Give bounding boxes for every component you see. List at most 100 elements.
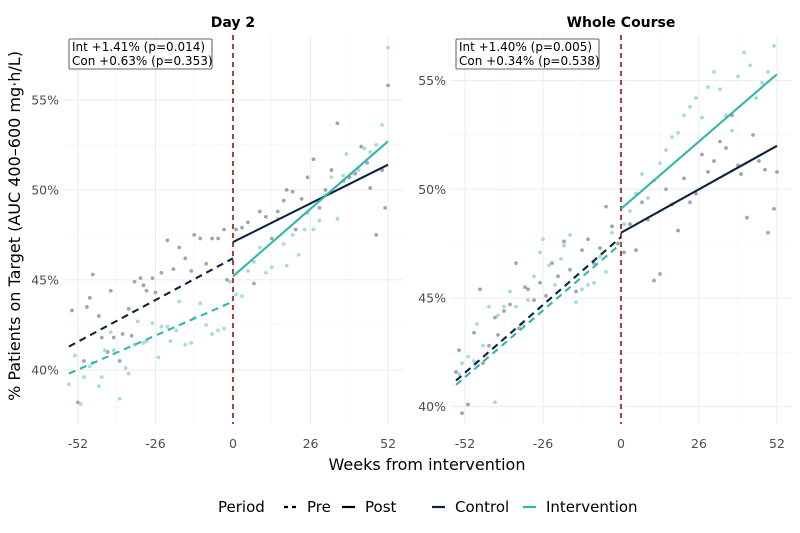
intervention-point — [658, 161, 662, 166]
control-point — [652, 278, 656, 283]
panel-title: Whole Course — [567, 15, 676, 31]
intervention-point — [496, 313, 500, 318]
intervention-pre-trend-line — [455, 242, 622, 386]
control-point — [81, 359, 86, 363]
control-point — [210, 236, 215, 241]
control-pre-trend-line — [455, 236, 622, 382]
control-point — [700, 152, 704, 157]
control-point — [365, 160, 370, 165]
intervention-point — [111, 348, 116, 353]
stats-annotation-line: Con +0.63% (p=0.353) — [72, 54, 213, 68]
intervention-point — [204, 323, 209, 327]
stats-annotation-box — [68, 38, 213, 70]
control-point — [299, 196, 304, 201]
intervention-point — [102, 348, 107, 353]
control-point — [138, 276, 143, 281]
intervention-point — [712, 70, 716, 74]
intervention-point — [580, 287, 584, 292]
control-point — [538, 280, 542, 285]
intervention-point — [189, 341, 194, 345]
control-point — [634, 248, 638, 253]
intervention-point — [562, 243, 566, 248]
intervention-point — [228, 279, 232, 284]
intervention-point — [754, 96, 758, 100]
legend-pre-label: Pre — [307, 498, 331, 516]
intervention-point — [78, 402, 83, 407]
intervention-point — [174, 328, 179, 333]
intervention-point — [257, 245, 262, 250]
intervention-point — [646, 196, 650, 200]
control-post-trend-line — [620, 144, 778, 234]
intervention-point — [475, 322, 479, 326]
control-point — [496, 332, 500, 337]
intervention-point — [487, 304, 491, 309]
control-point — [526, 287, 530, 292]
intervention-point — [481, 343, 485, 348]
intervention-point — [135, 319, 140, 324]
x-tick-label: -26 — [533, 436, 553, 451]
intervention-point — [730, 128, 734, 133]
intervention-point — [311, 227, 316, 232]
control-point — [246, 220, 250, 225]
y-tick-label: 55% — [31, 92, 59, 107]
control-point — [368, 186, 373, 190]
intervention-point — [386, 45, 390, 50]
intervention-point — [466, 354, 470, 359]
control-point — [658, 272, 662, 276]
control-point — [275, 209, 280, 214]
intervention-point — [706, 85, 710, 90]
control-point — [240, 225, 244, 230]
panel-title: Day 2 — [211, 15, 255, 31]
intervention-point — [284, 263, 289, 268]
x-tick-label: 26 — [303, 436, 319, 451]
control-point — [70, 308, 74, 313]
intervention-point — [150, 321, 155, 326]
control-point — [550, 261, 554, 266]
stats-annotation-line: Con +0.34% (p=0.538) — [459, 54, 600, 68]
legend-post-label: Post — [365, 498, 397, 516]
stats-annotation-box — [455, 38, 600, 70]
control-point — [263, 214, 268, 219]
intervention-point — [380, 123, 385, 127]
control-point — [96, 314, 101, 318]
x-tick-label: -52 — [68, 436, 88, 451]
intervention-point — [374, 142, 379, 147]
control-point — [556, 274, 560, 279]
intervention-point — [541, 237, 545, 242]
intervention-point — [610, 230, 614, 235]
control-point — [317, 205, 322, 210]
control-point — [487, 343, 491, 348]
intervention-point — [341, 173, 346, 178]
intervention-point — [216, 328, 220, 333]
intervention-point — [628, 209, 632, 213]
intervention-point — [246, 269, 250, 273]
stats-annotation-line: Int +1.40% (p=0.005) — [459, 40, 592, 54]
control-point — [216, 236, 220, 241]
control-point — [171, 267, 176, 272]
intervention-point — [604, 269, 608, 274]
intervention-point — [281, 242, 286, 246]
control-point — [718, 139, 722, 144]
control-point — [574, 289, 578, 294]
control-point — [562, 239, 566, 244]
control-point — [120, 332, 125, 336]
control-point — [763, 167, 767, 172]
intervention-point — [760, 80, 764, 85]
control-point — [604, 204, 608, 209]
control-point — [329, 168, 334, 172]
control-point — [508, 302, 512, 307]
control-point — [751, 133, 755, 137]
intervention-point — [81, 375, 86, 380]
x-tick-label: 0 — [229, 436, 237, 451]
intervention-point — [748, 63, 752, 68]
control-point — [257, 209, 262, 214]
control-point — [183, 256, 188, 261]
control-point — [466, 402, 470, 407]
control-point — [290, 189, 295, 194]
control-point — [664, 187, 668, 192]
x-tick-label: -26 — [145, 436, 165, 451]
control-point — [251, 281, 256, 286]
intervention-point — [472, 359, 476, 363]
legend-intervention-label: Intervention — [546, 498, 638, 516]
intervention-point — [670, 135, 674, 140]
